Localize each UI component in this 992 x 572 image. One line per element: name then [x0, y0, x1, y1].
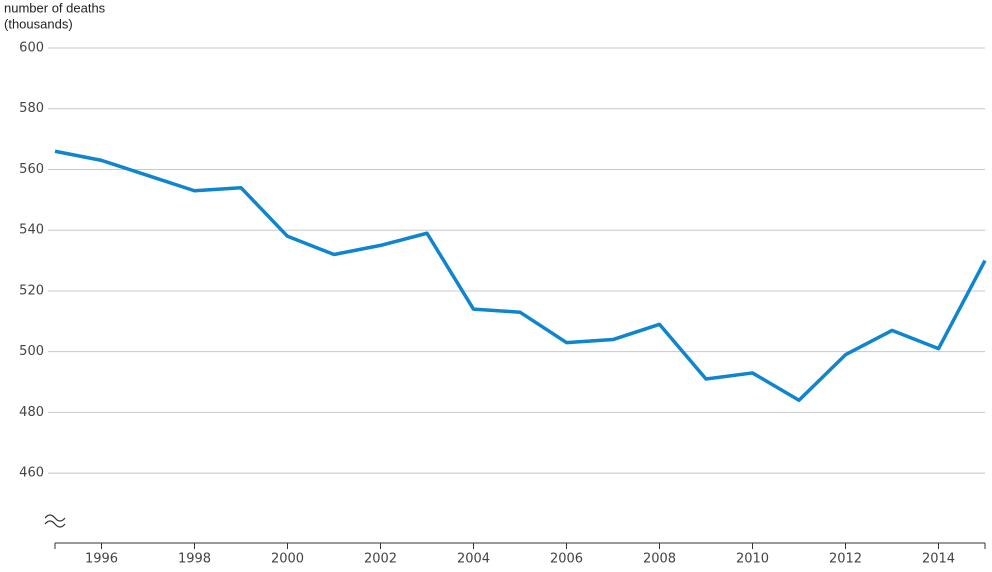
- x-tick-label: 1998: [178, 552, 211, 567]
- y-axis-label: (thousands): [4, 16, 73, 31]
- x-tick-label: 1996: [85, 552, 118, 567]
- x-tick-label: 2012: [829, 552, 862, 567]
- y-tick-label: 520: [19, 283, 44, 298]
- y-tick-label: 500: [19, 344, 44, 359]
- x-tick-label: 2010: [736, 552, 769, 567]
- x-tick-label: 2006: [550, 552, 583, 567]
- y-tick-label: 580: [19, 101, 44, 116]
- x-tick-label: 2008: [643, 552, 676, 567]
- y-tick-label: 600: [19, 41, 44, 56]
- x-tick-label: 2004: [457, 552, 490, 567]
- y-tick-label: 480: [19, 405, 44, 420]
- y-tick-label: 460: [19, 466, 44, 481]
- y-axis-label: number of deaths: [4, 0, 106, 15]
- y-tick-label: 540: [19, 223, 44, 238]
- axis-break: [44, 514, 66, 528]
- x-tick-label: 2014: [922, 552, 955, 567]
- x-tick-label: 2002: [364, 552, 397, 567]
- y-tick-label: 560: [19, 162, 44, 177]
- x-tick-label: 2000: [271, 552, 304, 567]
- data-line: [54, 149, 987, 403]
